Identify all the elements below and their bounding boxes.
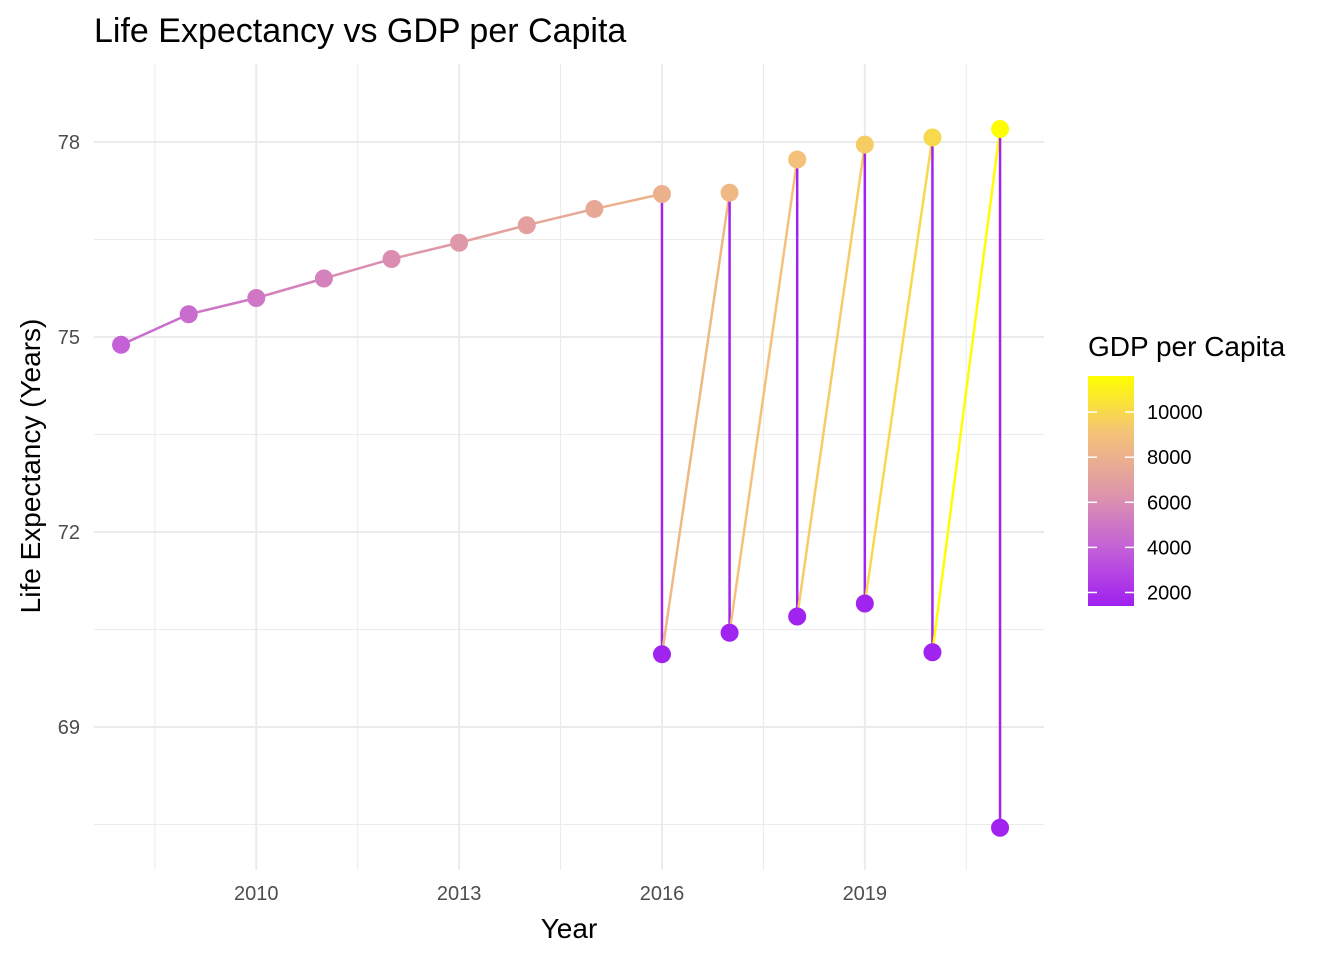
x-tick-label: 2010	[234, 883, 279, 905]
line-segment	[458, 223, 528, 244]
x-tick-label: 2013	[437, 883, 482, 905]
legend-title: GDP per Capita	[1088, 331, 1286, 362]
line-segment	[728, 159, 799, 633]
line-segment	[863, 137, 934, 604]
data-point	[720, 183, 739, 202]
legend: GDP per Capita 2000 4000 6000 8000 10000	[1088, 331, 1286, 606]
x-tick-label: 2016	[640, 883, 685, 905]
line-segment	[526, 207, 595, 227]
data-point	[652, 645, 671, 664]
y-axis: 69 72 75 78	[58, 132, 80, 739]
legend-ticks: 2000 4000 6000 8000 10000	[1088, 402, 1203, 604]
line-segment	[391, 241, 460, 261]
line-segment	[188, 296, 257, 316]
y-axis-title: Life Expectancy (Years)	[15, 319, 46, 614]
data-point	[382, 250, 401, 268]
data-point	[517, 216, 536, 235]
data-point	[991, 818, 1010, 837]
data-point	[247, 289, 266, 307]
data-point	[179, 305, 198, 324]
grid	[94, 64, 1044, 870]
line-segment	[255, 277, 325, 300]
line-segment	[323, 257, 392, 280]
data-point	[450, 233, 469, 252]
x-axis-title: Year	[541, 913, 598, 944]
y-tick-label: 78	[58, 132, 80, 154]
line-segment	[795, 144, 867, 617]
y-tick-label: 69	[58, 717, 80, 739]
line-segment	[660, 192, 731, 655]
y-tick-label: 75	[58, 327, 80, 349]
line-segment	[594, 192, 663, 211]
legend-tick-label: 2000	[1147, 582, 1192, 604]
legend-tick-label: 10000	[1147, 402, 1203, 424]
data-point	[788, 150, 807, 169]
chart-title: Life Expectancy vs GDP per Capita	[94, 12, 626, 50]
data-point	[720, 623, 739, 642]
series-lines	[120, 128, 1002, 828]
data-point	[112, 335, 131, 354]
legend-tick-label: 6000	[1147, 492, 1192, 514]
data-point	[991, 120, 1010, 138]
data-point	[855, 594, 874, 613]
data-point	[585, 199, 604, 218]
x-axis: 2010 2013 2016 2019	[234, 883, 887, 905]
line-segment	[931, 128, 1002, 653]
data-point	[923, 128, 942, 147]
legend-tick-label: 4000	[1147, 537, 1192, 559]
y-tick-label: 72	[58, 522, 80, 544]
data-point	[855, 135, 874, 154]
legend-colorbar	[1088, 376, 1134, 606]
x-tick-label: 2019	[843, 883, 888, 905]
data-point	[652, 185, 671, 203]
series-points	[112, 120, 1010, 837]
data-point	[788, 607, 807, 626]
legend-tick-label: 8000	[1147, 447, 1192, 469]
data-point	[314, 269, 333, 288]
data-point	[923, 643, 942, 662]
line-segment	[120, 313, 190, 346]
